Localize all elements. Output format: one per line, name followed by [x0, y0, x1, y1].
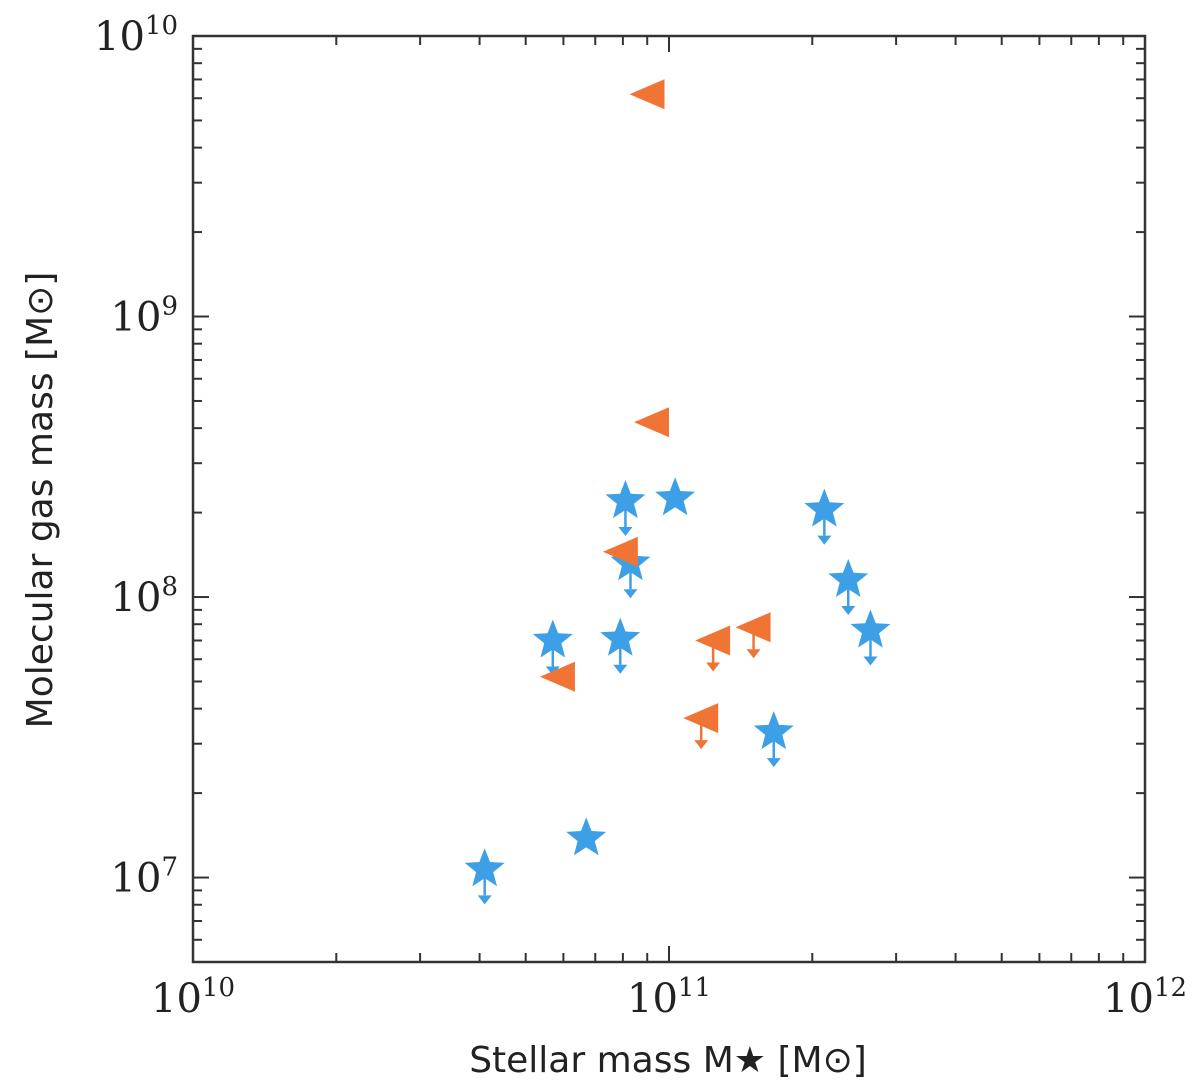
- triangle-marker: [539, 661, 575, 692]
- star-marker: [828, 559, 869, 616]
- star-shape: [850, 609, 891, 648]
- upper-limit-arrow-head: [618, 526, 633, 536]
- upper-limit-arrow-head: [746, 649, 761, 659]
- star-shape: [600, 617, 641, 656]
- star-shape: [605, 479, 646, 518]
- triangle-shape: [695, 625, 731, 656]
- triangle-marker: [683, 703, 719, 750]
- star-shape: [464, 848, 505, 887]
- x-tick-labels: 1010 1011 1012: [151, 973, 1187, 1022]
- upper-limit-arrow-head: [545, 666, 560, 676]
- y-tick-label: 108: [111, 572, 178, 621]
- upper-limit-arrow-head: [477, 895, 492, 905]
- triangle-marker: [633, 407, 669, 438]
- triangle-marker: [695, 625, 731, 672]
- upper-limit-arrow-head: [623, 589, 638, 599]
- triangle-shape: [683, 703, 719, 734]
- upper-limit-arrow-head: [766, 758, 781, 768]
- triangle-shape: [602, 536, 638, 567]
- star-marker: [464, 848, 505, 905]
- star-marker: [600, 617, 641, 674]
- triangle-shape: [539, 661, 575, 692]
- star-shape: [828, 559, 869, 597]
- triangle-shape: [633, 407, 669, 438]
- star-marker: [605, 479, 646, 536]
- y-tick-label: 107: [111, 853, 178, 902]
- y-tick-labels: 107 108 109 1010: [94, 11, 178, 902]
- star-shape: [532, 619, 573, 658]
- star-marker: [566, 817, 607, 856]
- upper-limit-arrow-head: [817, 535, 832, 545]
- star-marker: [804, 488, 845, 545]
- star-marker: [532, 619, 573, 676]
- upper-limit-arrow-head: [694, 740, 709, 750]
- triangle-marker: [735, 612, 771, 659]
- x-axis-label: Stellar mass M★ [M⊙]: [469, 1040, 867, 1081]
- y-tick-label: 1010: [94, 11, 178, 60]
- triangle-shape: [735, 612, 771, 643]
- star-shape: [566, 817, 607, 856]
- star-shape: [804, 488, 845, 527]
- triangle-marker: [629, 79, 665, 110]
- triangle-marker: [602, 536, 638, 567]
- data-markers: [464, 79, 891, 905]
- upper-limit-arrow-head: [863, 656, 878, 666]
- x-tick-label: 1011: [627, 973, 711, 1022]
- x-tick-label: 1010: [151, 973, 235, 1022]
- axis-ticks: [192, 35, 1145, 963]
- star-shape: [753, 711, 794, 750]
- upper-limit-arrow-head: [613, 664, 628, 674]
- star-shape: [655, 477, 696, 516]
- upper-limit-arrow-head: [841, 606, 856, 616]
- star-marker: [753, 711, 794, 768]
- y-axis-label: Molecular gas mass [M⊙]: [20, 272, 61, 729]
- upper-limit-arrow-head: [706, 662, 721, 672]
- x-tick-label: 1012: [1103, 973, 1187, 1022]
- star-marker: [655, 477, 696, 516]
- y-tick-label: 109: [111, 292, 178, 341]
- triangle-shape: [629, 79, 665, 110]
- star-marker: [850, 609, 891, 666]
